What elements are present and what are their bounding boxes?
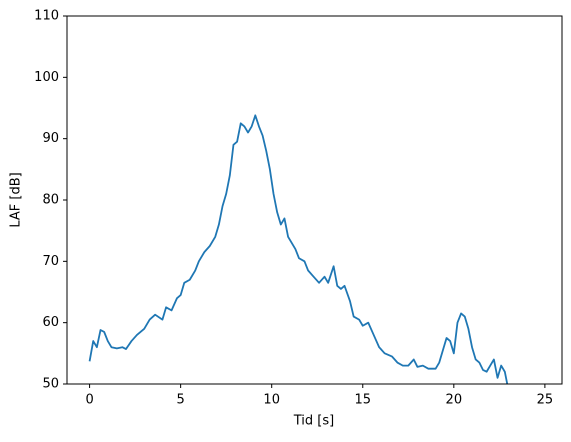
- y-tick-label: 60: [42, 315, 59, 330]
- x-tick-label: 10: [263, 393, 280, 408]
- x-tick-label: 20: [446, 393, 463, 408]
- y-tick-label: 90: [42, 131, 59, 146]
- x-tick-label: 0: [85, 393, 93, 408]
- x-tick-label: 25: [537, 393, 554, 408]
- data-line: [88, 114, 509, 384]
- y-tick-label: 100: [34, 70, 59, 85]
- x-tick-label: 5: [177, 393, 185, 408]
- x-tick-label: 15: [354, 393, 371, 408]
- y-tick-label: 80: [42, 193, 59, 208]
- y-tick-label: 70: [42, 254, 59, 269]
- x-axis-label: Tid [s]: [293, 414, 334, 429]
- y-tick-label: 50: [42, 377, 59, 392]
- y-axis-label: LAF [dB]: [9, 172, 24, 227]
- y-tick-label: 110: [34, 9, 59, 24]
- plot-frame: [66, 15, 563, 385]
